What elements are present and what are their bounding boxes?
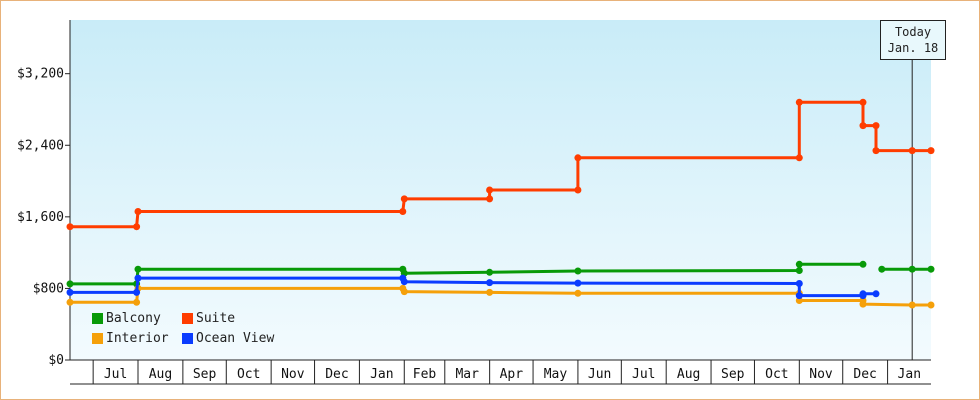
data-point	[134, 274, 142, 282]
data-point	[795, 280, 803, 287]
legend-item: Balcony	[92, 311, 161, 326]
x-tick-label: Aug	[149, 367, 172, 382]
x-tick-label: Jan	[370, 367, 393, 382]
data-point	[927, 147, 935, 155]
x-tick-label: Oct	[237, 367, 260, 382]
x-tick-label: Nov	[809, 367, 833, 382]
today-date: Jan. 18	[887, 41, 939, 55]
legend-item: Ocean View	[182, 331, 274, 346]
legend-label: Ocean View	[196, 331, 275, 346]
y-tick-label: $1,600	[17, 210, 64, 225]
x-tick-label: Oct	[765, 367, 788, 382]
x-tick-label: Jul	[104, 367, 127, 382]
data-point	[795, 297, 803, 304]
data-point	[859, 98, 867, 106]
data-point	[859, 290, 867, 298]
legend-label: Suite	[196, 311, 236, 326]
data-point	[400, 195, 408, 203]
data-point	[927, 265, 935, 273]
data-point	[66, 280, 74, 288]
data-point	[486, 268, 494, 276]
legend-item: Interior	[92, 331, 169, 346]
data-point	[878, 265, 886, 273]
data-point	[486, 288, 494, 296]
data-point	[133, 223, 141, 231]
x-tick-label: Aug	[677, 367, 700, 382]
data-point	[872, 122, 880, 130]
data-point	[66, 288, 74, 296]
x-tick-label: May	[544, 367, 568, 382]
data-point	[486, 186, 494, 194]
today-marker-label: Today Jan. 18	[880, 20, 946, 60]
data-point	[795, 98, 803, 106]
data-point	[134, 265, 142, 273]
data-point	[872, 147, 880, 155]
data-point	[908, 301, 916, 309]
y-tick-label: $2,400	[17, 138, 64, 153]
data-point	[872, 290, 880, 298]
data-point	[486, 195, 494, 203]
y-tick-label: $3,200	[17, 67, 64, 82]
data-point	[795, 292, 803, 300]
data-point	[574, 186, 582, 194]
data-point	[859, 122, 867, 130]
legend-swatch	[182, 313, 193, 324]
today-label: Today	[894, 25, 932, 39]
legend-label: Balcony	[106, 311, 161, 326]
series-ocean-view	[66, 274, 880, 300]
data-point	[400, 288, 408, 296]
x-tick-label: Dec	[325, 367, 348, 382]
data-point	[574, 289, 582, 297]
x-tick-label: Jul	[632, 367, 655, 382]
data-point	[908, 147, 916, 155]
legend-swatch	[92, 313, 103, 324]
data-point	[859, 260, 867, 268]
data-point	[66, 223, 74, 231]
legend-swatch	[182, 333, 193, 344]
data-point	[574, 154, 582, 162]
series-suite	[66, 98, 935, 231]
data-point	[795, 267, 803, 274]
y-tick-label: $800	[33, 281, 64, 296]
x-tick-label: Dec	[853, 367, 876, 382]
x-tick-label: Jan	[898, 367, 921, 382]
legend-label: Interior	[106, 331, 169, 346]
data-point	[133, 298, 141, 306]
data-point	[66, 298, 74, 306]
x-tick-label: Apr	[500, 367, 524, 382]
y-tick-label: $0	[48, 353, 64, 368]
x-tick-label: Jun	[588, 367, 611, 382]
data-point	[908, 265, 916, 273]
data-point	[399, 208, 407, 215]
data-point	[486, 279, 494, 287]
x-tick-label: Mar	[455, 367, 479, 382]
data-point	[574, 279, 582, 287]
legend-item: Suite	[182, 311, 235, 326]
x-tick-label: Sep	[721, 367, 745, 382]
x-tick-label: Nov	[281, 367, 305, 382]
data-point	[795, 260, 803, 268]
x-tick-label: Sep	[193, 367, 217, 382]
x-tick-label: Feb	[413, 367, 437, 382]
data-point	[927, 301, 935, 309]
legend-swatch	[92, 333, 103, 344]
data-point	[859, 300, 867, 308]
data-point	[133, 288, 141, 296]
data-point	[795, 154, 803, 162]
data-point	[574, 267, 582, 275]
data-point	[134, 208, 142, 215]
data-point	[400, 278, 408, 286]
